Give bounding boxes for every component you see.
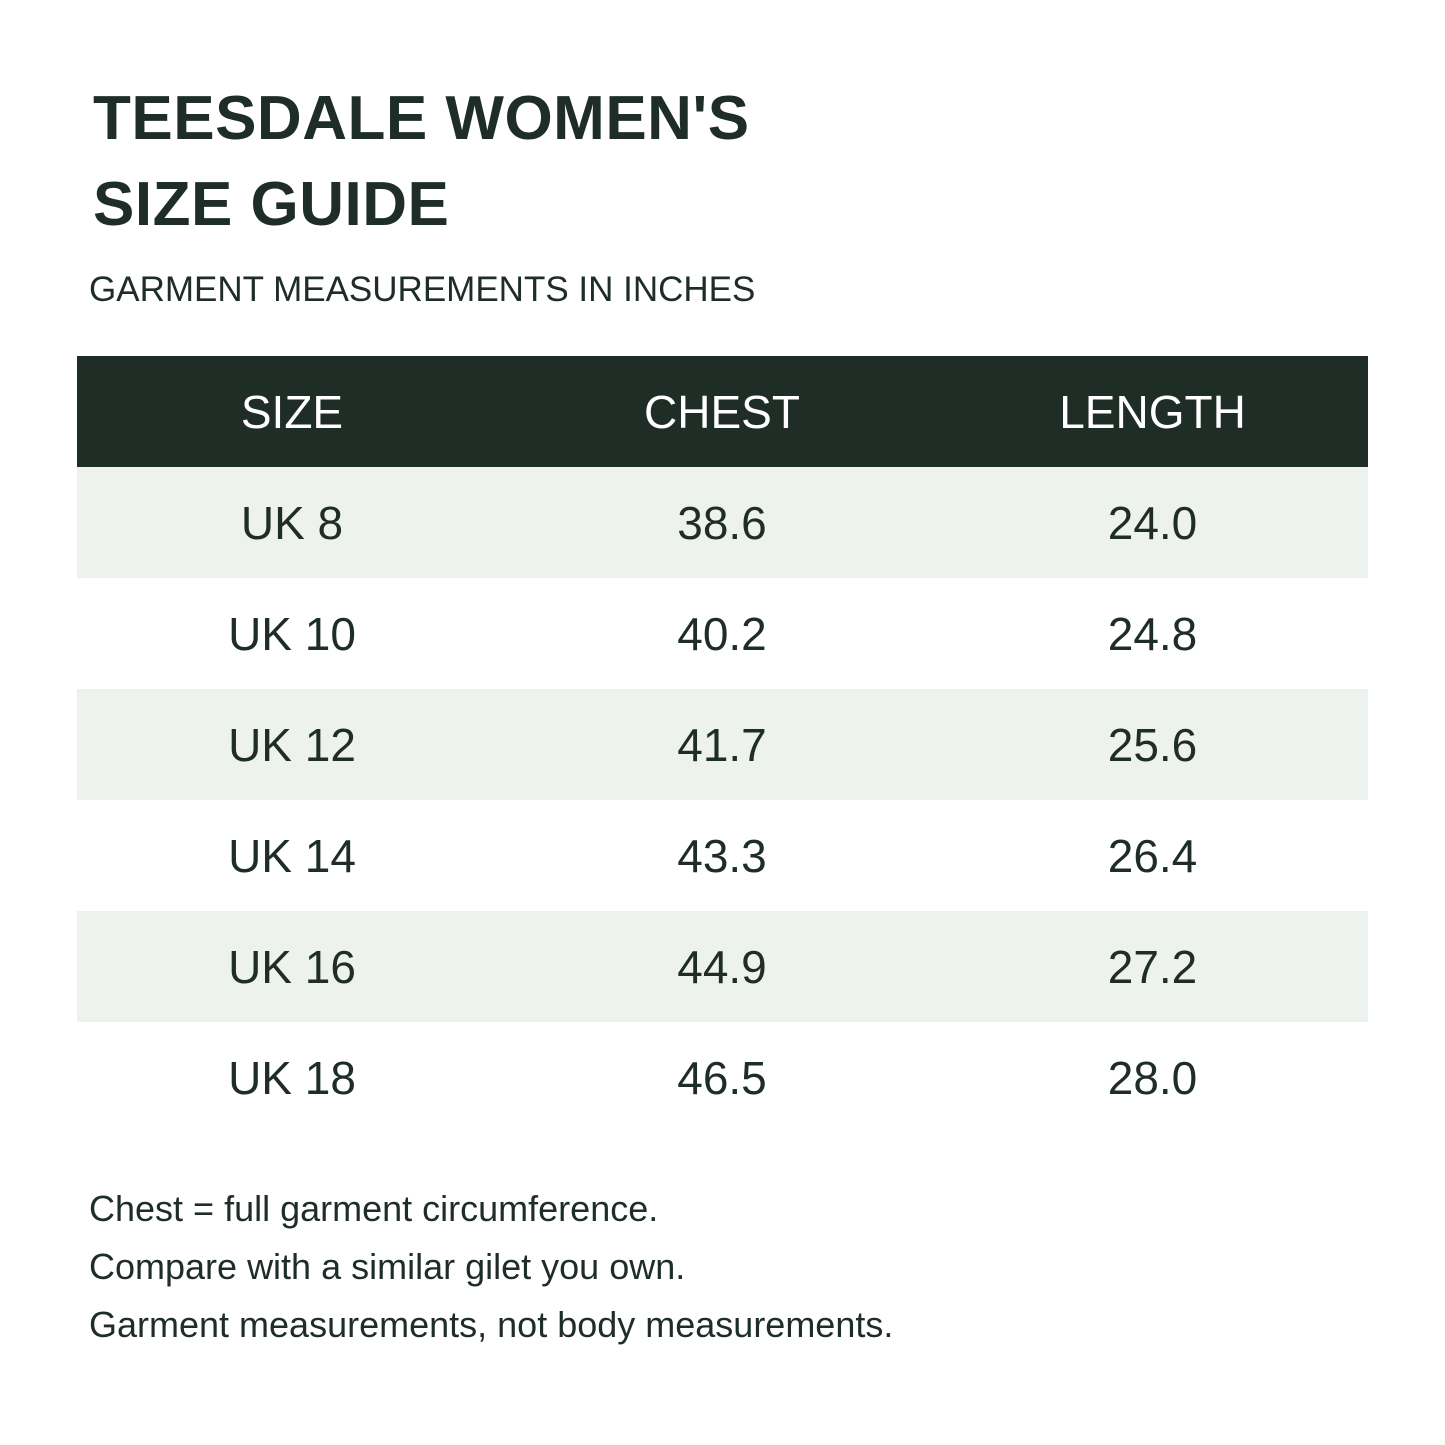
note-garment-measurements: Garment measurements, not body measureme… — [89, 1304, 894, 1345]
cell-size: UK 10 — [228, 607, 356, 660]
title-line-1: TEESDALE WOMEN'S — [93, 84, 750, 153]
table-row: UK 8 38.6 24.0 — [77, 467, 1368, 578]
column-header-length: LENGTH — [1059, 385, 1246, 438]
cell-size: UK 8 — [240, 496, 344, 549]
cell-chest: 46.5 — [677, 1051, 767, 1104]
table-header: SIZE CHEST LENGTH — [77, 356, 1368, 467]
size-table: SIZE CHEST LENGTH UK 8 38.6 24.0 UK 10 4… — [77, 356, 1368, 1133]
cell-length: 24.8 — [1107, 607, 1198, 660]
cell-chest: 41.7 — [677, 718, 767, 771]
table-row: UK 10 40.2 24.8 — [77, 578, 1368, 689]
cell-length: 28.0 — [1107, 1051, 1198, 1104]
column-header-chest: CHEST — [644, 385, 800, 438]
cell-length: 27.2 — [1107, 940, 1198, 993]
cell-size: UK 16 — [228, 940, 356, 993]
cell-chest: 44.9 — [677, 940, 767, 993]
cell-size: UK 12 — [228, 718, 356, 771]
page-title: TEESDALE WOMEN'S SIZE GUIDE — [93, 76, 750, 248]
cell-chest: 40.2 — [677, 607, 767, 660]
cell-length: 25.6 — [1107, 718, 1198, 771]
cell-chest: 43.3 — [677, 829, 767, 882]
cell-chest: 38.6 — [677, 496, 767, 549]
table-row: UK 14 43.3 26.4 — [77, 800, 1368, 911]
table-row: UK 12 41.7 25.6 — [77, 689, 1368, 800]
cell-length: 26.4 — [1107, 829, 1198, 882]
cell-size: UK 14 — [228, 829, 356, 882]
cell-length: 24.0 — [1107, 496, 1198, 549]
notes-list: Chest = full garment circumference. Comp… — [89, 1180, 893, 1354]
note-chest-definition: Chest = full garment circumference. — [89, 1188, 659, 1229]
header-row: SIZE CHEST LENGTH — [77, 356, 1368, 467]
cell-size: UK 18 — [228, 1051, 356, 1104]
title-line-2: SIZE GUIDE — [93, 170, 450, 239]
column-header-size: SIZE — [240, 385, 344, 438]
note-compare: Compare with a similar gilet you own. — [89, 1246, 686, 1287]
table-row: UK 18 46.5 28.0 — [77, 1022, 1368, 1133]
table-body: UK 8 38.6 24.0 UK 10 40.2 24.8 UK 12 41.… — [77, 467, 1368, 1133]
subtitle: GARMENT MEASUREMENTS IN INCHES — [89, 270, 756, 309]
table-row: UK 16 44.9 27.2 — [77, 911, 1368, 1022]
